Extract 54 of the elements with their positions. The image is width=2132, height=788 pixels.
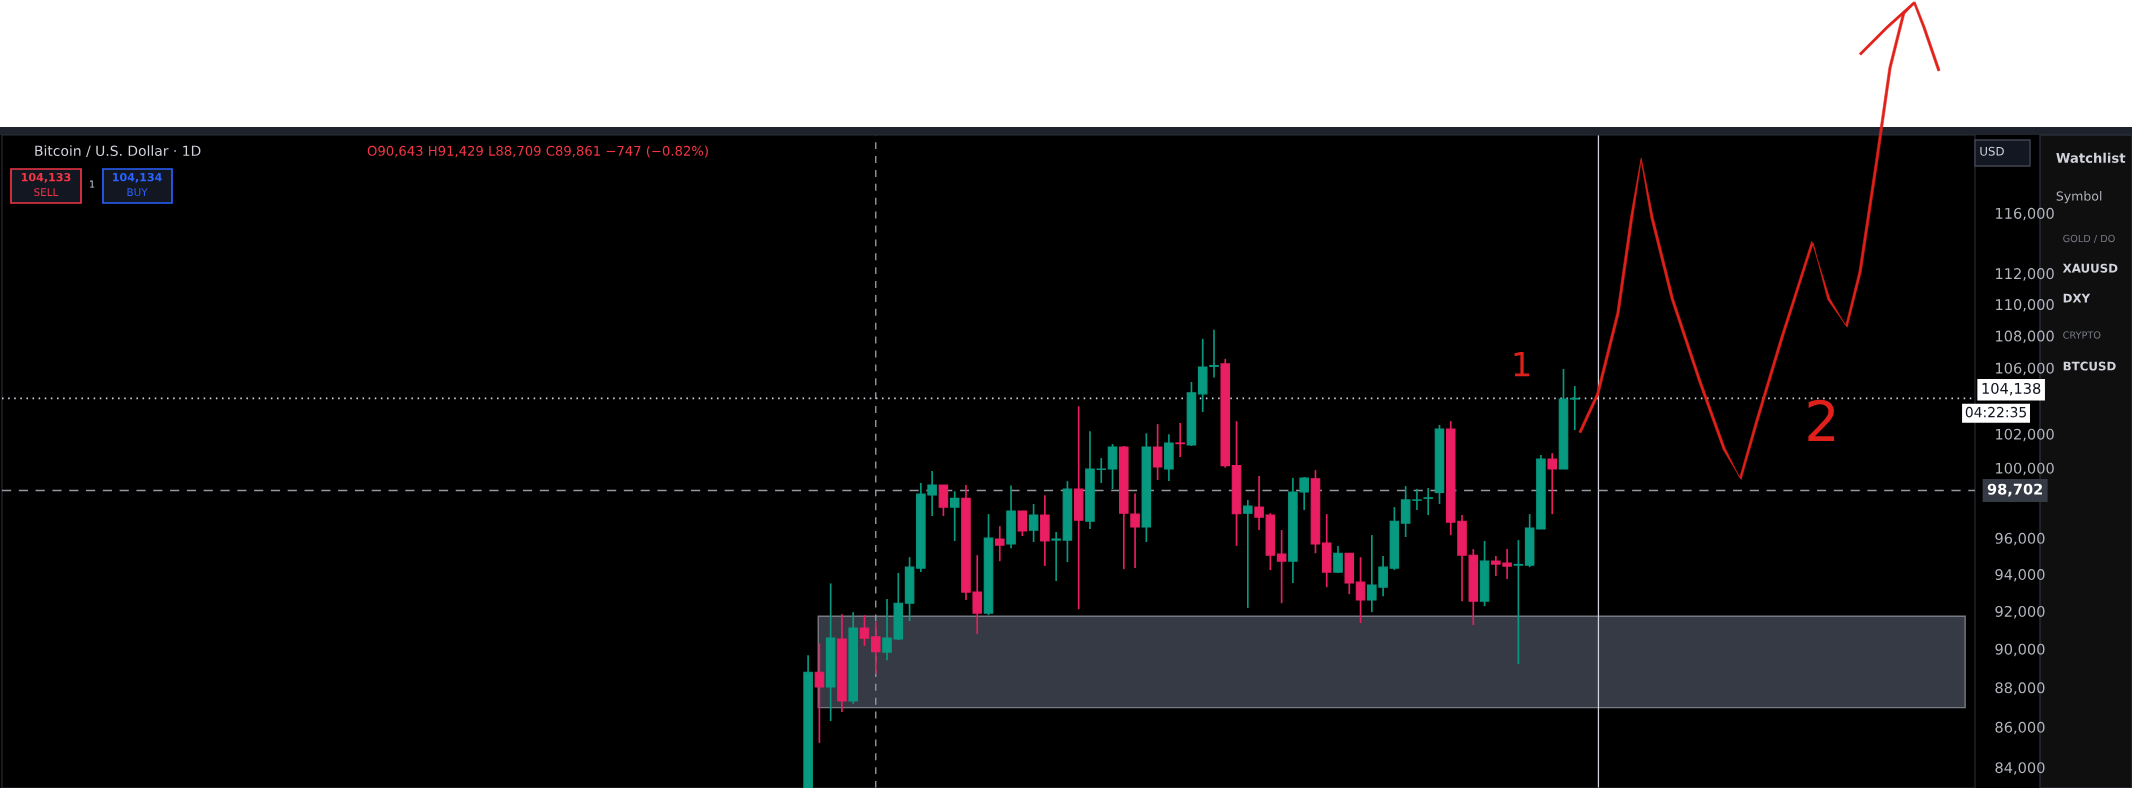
y-tick-label: 106,000 xyxy=(1996,362,2054,376)
annotation: 104,133 xyxy=(21,172,71,183)
text: O90,643 H91,429 L88,709 C89,861 −747 (−0.82%) xyxy=(367,145,708,158)
text: XAUUSD xyxy=(2062,263,2118,273)
annotation: SELL xyxy=(34,188,59,197)
y-tick-label: 96,000 xyxy=(1995,532,2045,546)
candlestick xyxy=(1513,539,1524,665)
candlestick xyxy=(1051,531,1061,582)
ref-line-label: 98,702 xyxy=(1987,483,2043,497)
y-tick-label: 86,000 xyxy=(1995,721,2045,735)
candlestick xyxy=(1423,487,1433,516)
text: CRYPTO xyxy=(2063,331,2101,339)
annotation: 1 xyxy=(90,180,95,188)
y-tick-label: 88,000 xyxy=(1995,682,2045,695)
candlestick xyxy=(1028,503,1039,543)
annotation: BUY xyxy=(127,188,148,197)
candlestick xyxy=(1276,529,1287,605)
annotation: 104,134 xyxy=(113,172,162,183)
text: GOLD / DO xyxy=(2063,234,2115,243)
candlestick xyxy=(1355,556,1366,625)
candlestick xyxy=(1017,510,1028,537)
candlestick xyxy=(1243,499,1253,609)
y-tick-label: 92,000 xyxy=(1995,605,2045,619)
y-tick-label: 102,000 xyxy=(1996,428,2054,442)
text: DXY xyxy=(2063,293,2091,303)
annotation: 1 xyxy=(1514,352,1530,377)
candlestick xyxy=(1152,423,1163,481)
text: Symbol xyxy=(2056,191,2102,204)
y-tick-label: 108,000 xyxy=(1996,330,2054,344)
candlestick xyxy=(1333,545,1343,574)
candlestick xyxy=(1569,385,1580,431)
text: BTCUSD xyxy=(2063,361,2116,371)
text: Bitcoin / U.S. Dollar · 1D xyxy=(35,145,201,158)
y-tick-label: 94,000 xyxy=(1995,568,2045,582)
y-tick-label: 110,000 xyxy=(1996,299,2054,312)
text: USD xyxy=(1980,146,2004,156)
candlestick xyxy=(859,614,870,647)
y-tick-label: 90,000 xyxy=(1995,643,2045,657)
candlestick xyxy=(994,525,1005,563)
candlestick xyxy=(938,484,949,517)
text: Watchlist xyxy=(2056,152,2126,163)
ref-line-label: 104,138 xyxy=(1982,382,2041,396)
y-tick-label: 84,000 xyxy=(1995,762,2045,775)
y-tick-label: 116,000 xyxy=(1996,207,2054,221)
candlestick xyxy=(1547,452,1557,515)
candlestick xyxy=(814,642,825,744)
candlestick xyxy=(1175,422,1185,458)
candlestick xyxy=(1107,443,1118,490)
annotation: 2 xyxy=(1808,399,1835,441)
annotation: 04:22:35 xyxy=(1965,406,2027,418)
y-tick-label: 100,000 xyxy=(1996,462,2054,476)
y-tick-label: 112,000 xyxy=(1996,268,2054,281)
candlestick xyxy=(870,621,881,675)
candlestick xyxy=(949,490,960,542)
